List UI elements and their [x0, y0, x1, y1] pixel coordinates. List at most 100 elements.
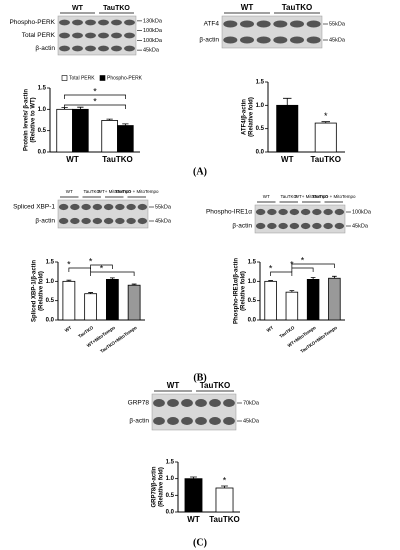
blot-band — [103, 203, 114, 211]
blot-band — [85, 45, 96, 52]
group-label: TauTKO — [83, 189, 100, 194]
bar — [215, 487, 234, 513]
error-bar — [310, 277, 316, 280]
blot-band — [111, 45, 122, 52]
y-tick-label: 1.5 — [256, 80, 265, 86]
marker-label: 45kDa — [143, 48, 160, 54]
blot-background — [221, 15, 323, 49]
y-axis-label: (Relative fold) — [241, 271, 247, 311]
blot-band — [278, 222, 288, 230]
legend-label: Total PERK — [69, 75, 95, 81]
significance-bracket — [68, 267, 91, 272]
significance-bracket — [291, 267, 314, 272]
significance-bracket — [270, 271, 293, 276]
blot-band — [153, 417, 165, 425]
bar — [117, 125, 134, 153]
x-tick-label: WT — [64, 325, 73, 333]
group-label: WT — [72, 5, 84, 12]
y-axis-label: (Relative to WT) — [31, 97, 37, 142]
blot-band — [312, 208, 322, 216]
error-bar — [88, 292, 94, 294]
blot-band — [58, 217, 69, 225]
y-tick-label: 0.0 — [248, 318, 257, 324]
y-axis-label: (Relative fold) — [39, 271, 45, 311]
bar — [306, 278, 320, 321]
bar — [84, 293, 98, 321]
bar — [328, 277, 341, 321]
blot-band — [167, 417, 179, 425]
blot-band — [306, 20, 321, 28]
blot-band — [273, 36, 288, 44]
blot-background — [151, 393, 237, 431]
blot-band — [195, 399, 207, 407]
blot-band — [124, 19, 135, 26]
blot-band — [273, 20, 288, 28]
y-tick-label: 0.5 — [38, 128, 47, 134]
y-axis-label: (Relative fold) — [249, 97, 255, 137]
blot-band — [300, 208, 311, 216]
blot-row-label: GRP78 — [128, 400, 150, 407]
legend-label: Phospho-PERK — [107, 75, 143, 81]
blot-band — [290, 36, 304, 44]
blot-band — [256, 36, 271, 44]
group-label: TauTKO + MitoTempo — [312, 194, 356, 199]
bar — [285, 291, 299, 321]
blot-band — [111, 32, 122, 39]
blot-row-label: β-actin — [35, 218, 55, 225]
blot-band — [72, 45, 83, 52]
marker-label: 45kDa — [329, 37, 346, 43]
significance-star: * — [324, 111, 328, 121]
significance-bracket — [291, 263, 335, 268]
blot-band — [115, 203, 125, 211]
group-label: WT — [66, 189, 73, 194]
error-bar — [190, 476, 197, 479]
y-tick-label: 0.0 — [256, 150, 265, 156]
x-tick-label: TauTKO — [209, 515, 240, 524]
error-bar — [77, 106, 84, 110]
error-bar — [332, 275, 337, 279]
blot-row-label: ATF4 — [204, 21, 220, 28]
group-label: TauTKO + MitoTempo — [115, 189, 159, 194]
marker-label: 100kDa — [352, 209, 372, 215]
blot-band — [81, 217, 91, 225]
y-tick-label: 1.0 — [38, 107, 47, 113]
blot-band — [334, 208, 345, 216]
error-bar — [131, 283, 137, 286]
blot-band — [278, 208, 288, 216]
blot-band — [181, 417, 193, 425]
blot-band — [126, 203, 136, 211]
blot-band — [323, 222, 333, 230]
blot-band — [85, 19, 96, 26]
blot-band — [223, 399, 235, 407]
significance-bracket — [90, 271, 135, 276]
blot-band — [153, 399, 165, 407]
error-bar — [221, 485, 228, 488]
group-label: WT — [167, 381, 180, 390]
significance-star: * — [67, 259, 71, 269]
marker-label: 100kDa — [143, 38, 163, 44]
blot-band — [124, 45, 135, 52]
blot-band — [223, 417, 235, 425]
blot-band — [167, 399, 179, 407]
x-tick-label: WT — [281, 155, 294, 164]
y-tick-label: 0.5 — [46, 298, 55, 304]
significance-bracket — [64, 94, 126, 99]
marker-label: 100kDa — [143, 28, 163, 34]
y-tick-label: 1.5 — [38, 86, 47, 92]
significance-bracket — [90, 264, 113, 269]
blot-band — [195, 417, 207, 425]
y-tick-label: 1.5 — [166, 460, 175, 466]
x-tick-label: TauTKO+MitoTempo — [99, 325, 138, 354]
bar — [264, 280, 277, 321]
blot-band — [72, 32, 83, 39]
marker-label: 70kDa — [243, 400, 260, 406]
y-axis-label: (Relative fold) — [159, 467, 165, 507]
y-tick-label: 1.0 — [256, 103, 265, 109]
error-bar — [268, 280, 273, 282]
blot-row-label: β-actin — [232, 223, 252, 230]
y-tick-label: 0.5 — [256, 126, 265, 132]
blot-band — [256, 20, 271, 28]
blot-band — [58, 203, 69, 211]
bar — [101, 120, 118, 153]
blot-band — [92, 203, 103, 211]
